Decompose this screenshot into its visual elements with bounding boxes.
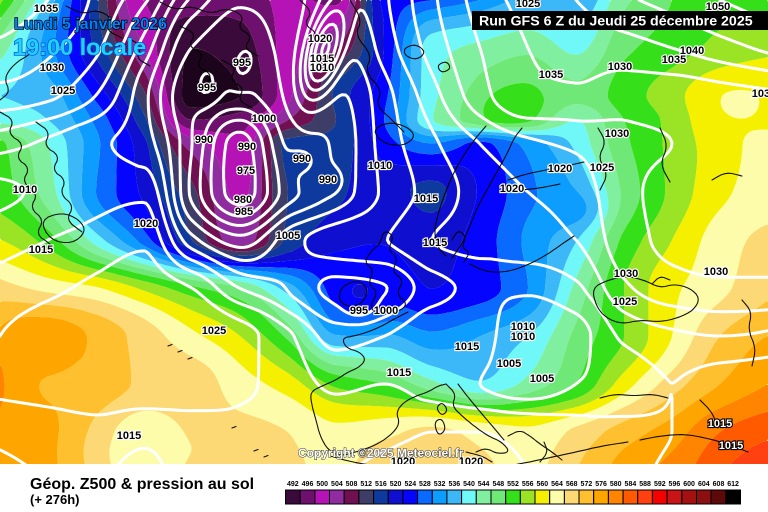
svg-text:975: 975 (237, 165, 255, 177)
svg-text:592: 592 (654, 481, 666, 488)
svg-text:1005: 1005 (276, 230, 300, 242)
svg-text:1010: 1010 (310, 62, 334, 74)
svg-text:985: 985 (235, 206, 253, 218)
svg-text:1010: 1010 (511, 321, 535, 333)
svg-text:1020: 1020 (391, 456, 415, 468)
svg-text:1015: 1015 (387, 367, 411, 379)
svg-text:1010: 1010 (368, 160, 392, 172)
svg-text:1020: 1020 (548, 163, 572, 175)
svg-text:516: 516 (375, 481, 387, 488)
svg-text:1025: 1025 (51, 85, 75, 97)
svg-text:1030: 1030 (614, 268, 638, 280)
svg-text:990: 990 (195, 134, 213, 146)
svg-text:1020: 1020 (308, 33, 332, 45)
svg-text:1035: 1035 (662, 54, 686, 66)
svg-text:564: 564 (551, 481, 563, 488)
svg-text:512: 512 (360, 481, 372, 488)
svg-text:1025: 1025 (590, 162, 614, 174)
svg-text:576: 576 (595, 481, 607, 488)
svg-text:1030: 1030 (704, 266, 728, 278)
svg-text:1025: 1025 (613, 296, 637, 308)
svg-text:1030: 1030 (605, 128, 629, 140)
svg-text:1020: 1020 (500, 183, 524, 195)
svg-text:1010: 1010 (511, 331, 535, 343)
svg-text:1030: 1030 (40, 62, 64, 74)
svg-text:520: 520 (390, 481, 402, 488)
svg-text:588: 588 (639, 481, 651, 488)
svg-text:Lundi 5 janvier 2026: Lundi 5 janvier 2026 (14, 16, 167, 33)
svg-text:540: 540 (463, 481, 475, 488)
svg-text:1035: 1035 (539, 69, 563, 81)
svg-text:Géop. Z500 & pression au sol: Géop. Z500 & pression au sol (30, 476, 254, 493)
svg-text:1005: 1005 (530, 373, 554, 385)
svg-text:612: 612 (727, 481, 739, 488)
svg-text:1000: 1000 (374, 305, 398, 317)
svg-text:1025: 1025 (202, 325, 226, 337)
svg-text:528: 528 (419, 481, 431, 488)
svg-text:990: 990 (319, 174, 337, 186)
svg-text:584: 584 (625, 481, 637, 488)
svg-text:572: 572 (581, 481, 593, 488)
svg-text:980: 980 (234, 194, 252, 206)
svg-text:Copyright ©2025 Meteociel.fr: Copyright ©2025 Meteociel.fr (298, 446, 464, 460)
svg-text:1030: 1030 (608, 61, 632, 73)
svg-text:1015: 1015 (310, 53, 334, 65)
svg-text:1020: 1020 (459, 456, 483, 468)
svg-text:536: 536 (448, 481, 460, 488)
svg-text:568: 568 (566, 481, 578, 488)
svg-text:(+ 276h): (+ 276h) (30, 492, 80, 507)
svg-text:1015: 1015 (117, 430, 141, 442)
svg-text:608: 608 (713, 481, 725, 488)
svg-text:604: 604 (698, 481, 710, 488)
svg-text:990: 990 (293, 153, 311, 165)
svg-text:544: 544 (478, 481, 490, 488)
svg-text:1015: 1015 (423, 237, 447, 249)
svg-text:1010: 1010 (13, 184, 37, 196)
svg-text:508: 508 (346, 481, 358, 488)
svg-text:556: 556 (522, 481, 534, 488)
svg-text:1035: 1035 (752, 88, 768, 100)
svg-text:995: 995 (350, 305, 368, 317)
svg-text:1015: 1015 (29, 244, 53, 256)
svg-text:1015: 1015 (708, 418, 732, 430)
svg-text:1020: 1020 (134, 218, 158, 230)
svg-text:492: 492 (287, 481, 299, 488)
svg-text:596: 596 (669, 481, 681, 488)
svg-text:1040: 1040 (680, 45, 704, 57)
svg-text:532: 532 (434, 481, 446, 488)
svg-text:995: 995 (198, 82, 216, 94)
svg-text:552: 552 (507, 481, 519, 488)
svg-text:548: 548 (492, 481, 504, 488)
svg-text:1015: 1015 (455, 341, 479, 353)
svg-text:1025: 1025 (516, 0, 540, 10)
svg-text:524: 524 (404, 481, 416, 488)
svg-text:504: 504 (331, 481, 343, 488)
svg-text:580: 580 (610, 481, 622, 488)
svg-text:1015: 1015 (414, 193, 438, 205)
svg-text:1050: 1050 (706, 1, 730, 13)
svg-text:1005: 1005 (497, 358, 521, 370)
svg-text:600: 600 (683, 481, 695, 488)
svg-text:1015: 1015 (719, 440, 743, 452)
svg-text:560: 560 (536, 481, 548, 488)
svg-text:Run GFS 6 Z du Jeudi 25 décemb: Run GFS 6 Z du Jeudi 25 décembre 2025 (479, 14, 753, 30)
svg-text:1035: 1035 (34, 3, 58, 15)
svg-text:995: 995 (233, 57, 251, 69)
svg-text:500: 500 (316, 481, 328, 488)
svg-text:496: 496 (302, 481, 314, 488)
svg-text:19:00 locale: 19:00 locale (13, 34, 146, 60)
svg-text:1000: 1000 (252, 113, 276, 125)
svg-text:990: 990 (238, 141, 256, 153)
